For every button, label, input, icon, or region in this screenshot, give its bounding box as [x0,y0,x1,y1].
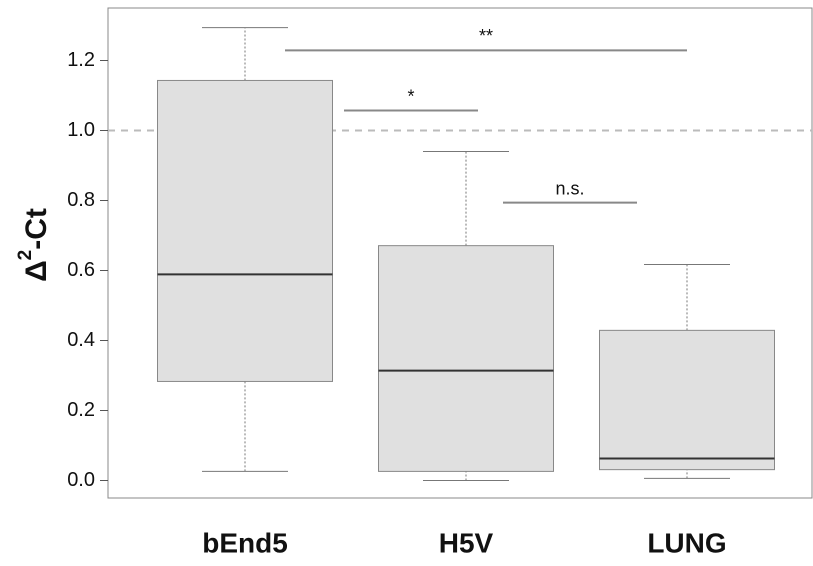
plot-frame [107,7,813,499]
y-tick-label: 0.8 [67,189,95,211]
box [378,245,554,472]
x-tick-label: H5V [439,527,494,558]
box [157,79,333,382]
y-label-base: Δ [20,260,53,282]
y-tick-label: 1.0 [67,119,95,141]
y-tick-label: 0.0 [67,469,95,491]
significance-label: n.s. [555,178,584,198]
y-label-rest: -Ct [20,208,53,250]
y-tick-label: 0.2 [67,399,95,421]
x-tick-label: LUNG [647,527,726,558]
significance-label: ** [479,26,493,46]
y-tick-label: 0.6 [67,259,95,281]
x-tick-label: bEnd5 [202,527,288,558]
y-label-sup: 2 [15,250,36,261]
y-tick-label: 1.2 [67,49,95,71]
y-tick-label: 0.4 [67,329,95,351]
significance-label: * [407,86,414,106]
y-axis-label: Δ2-Ct [15,208,53,282]
box [599,329,775,471]
